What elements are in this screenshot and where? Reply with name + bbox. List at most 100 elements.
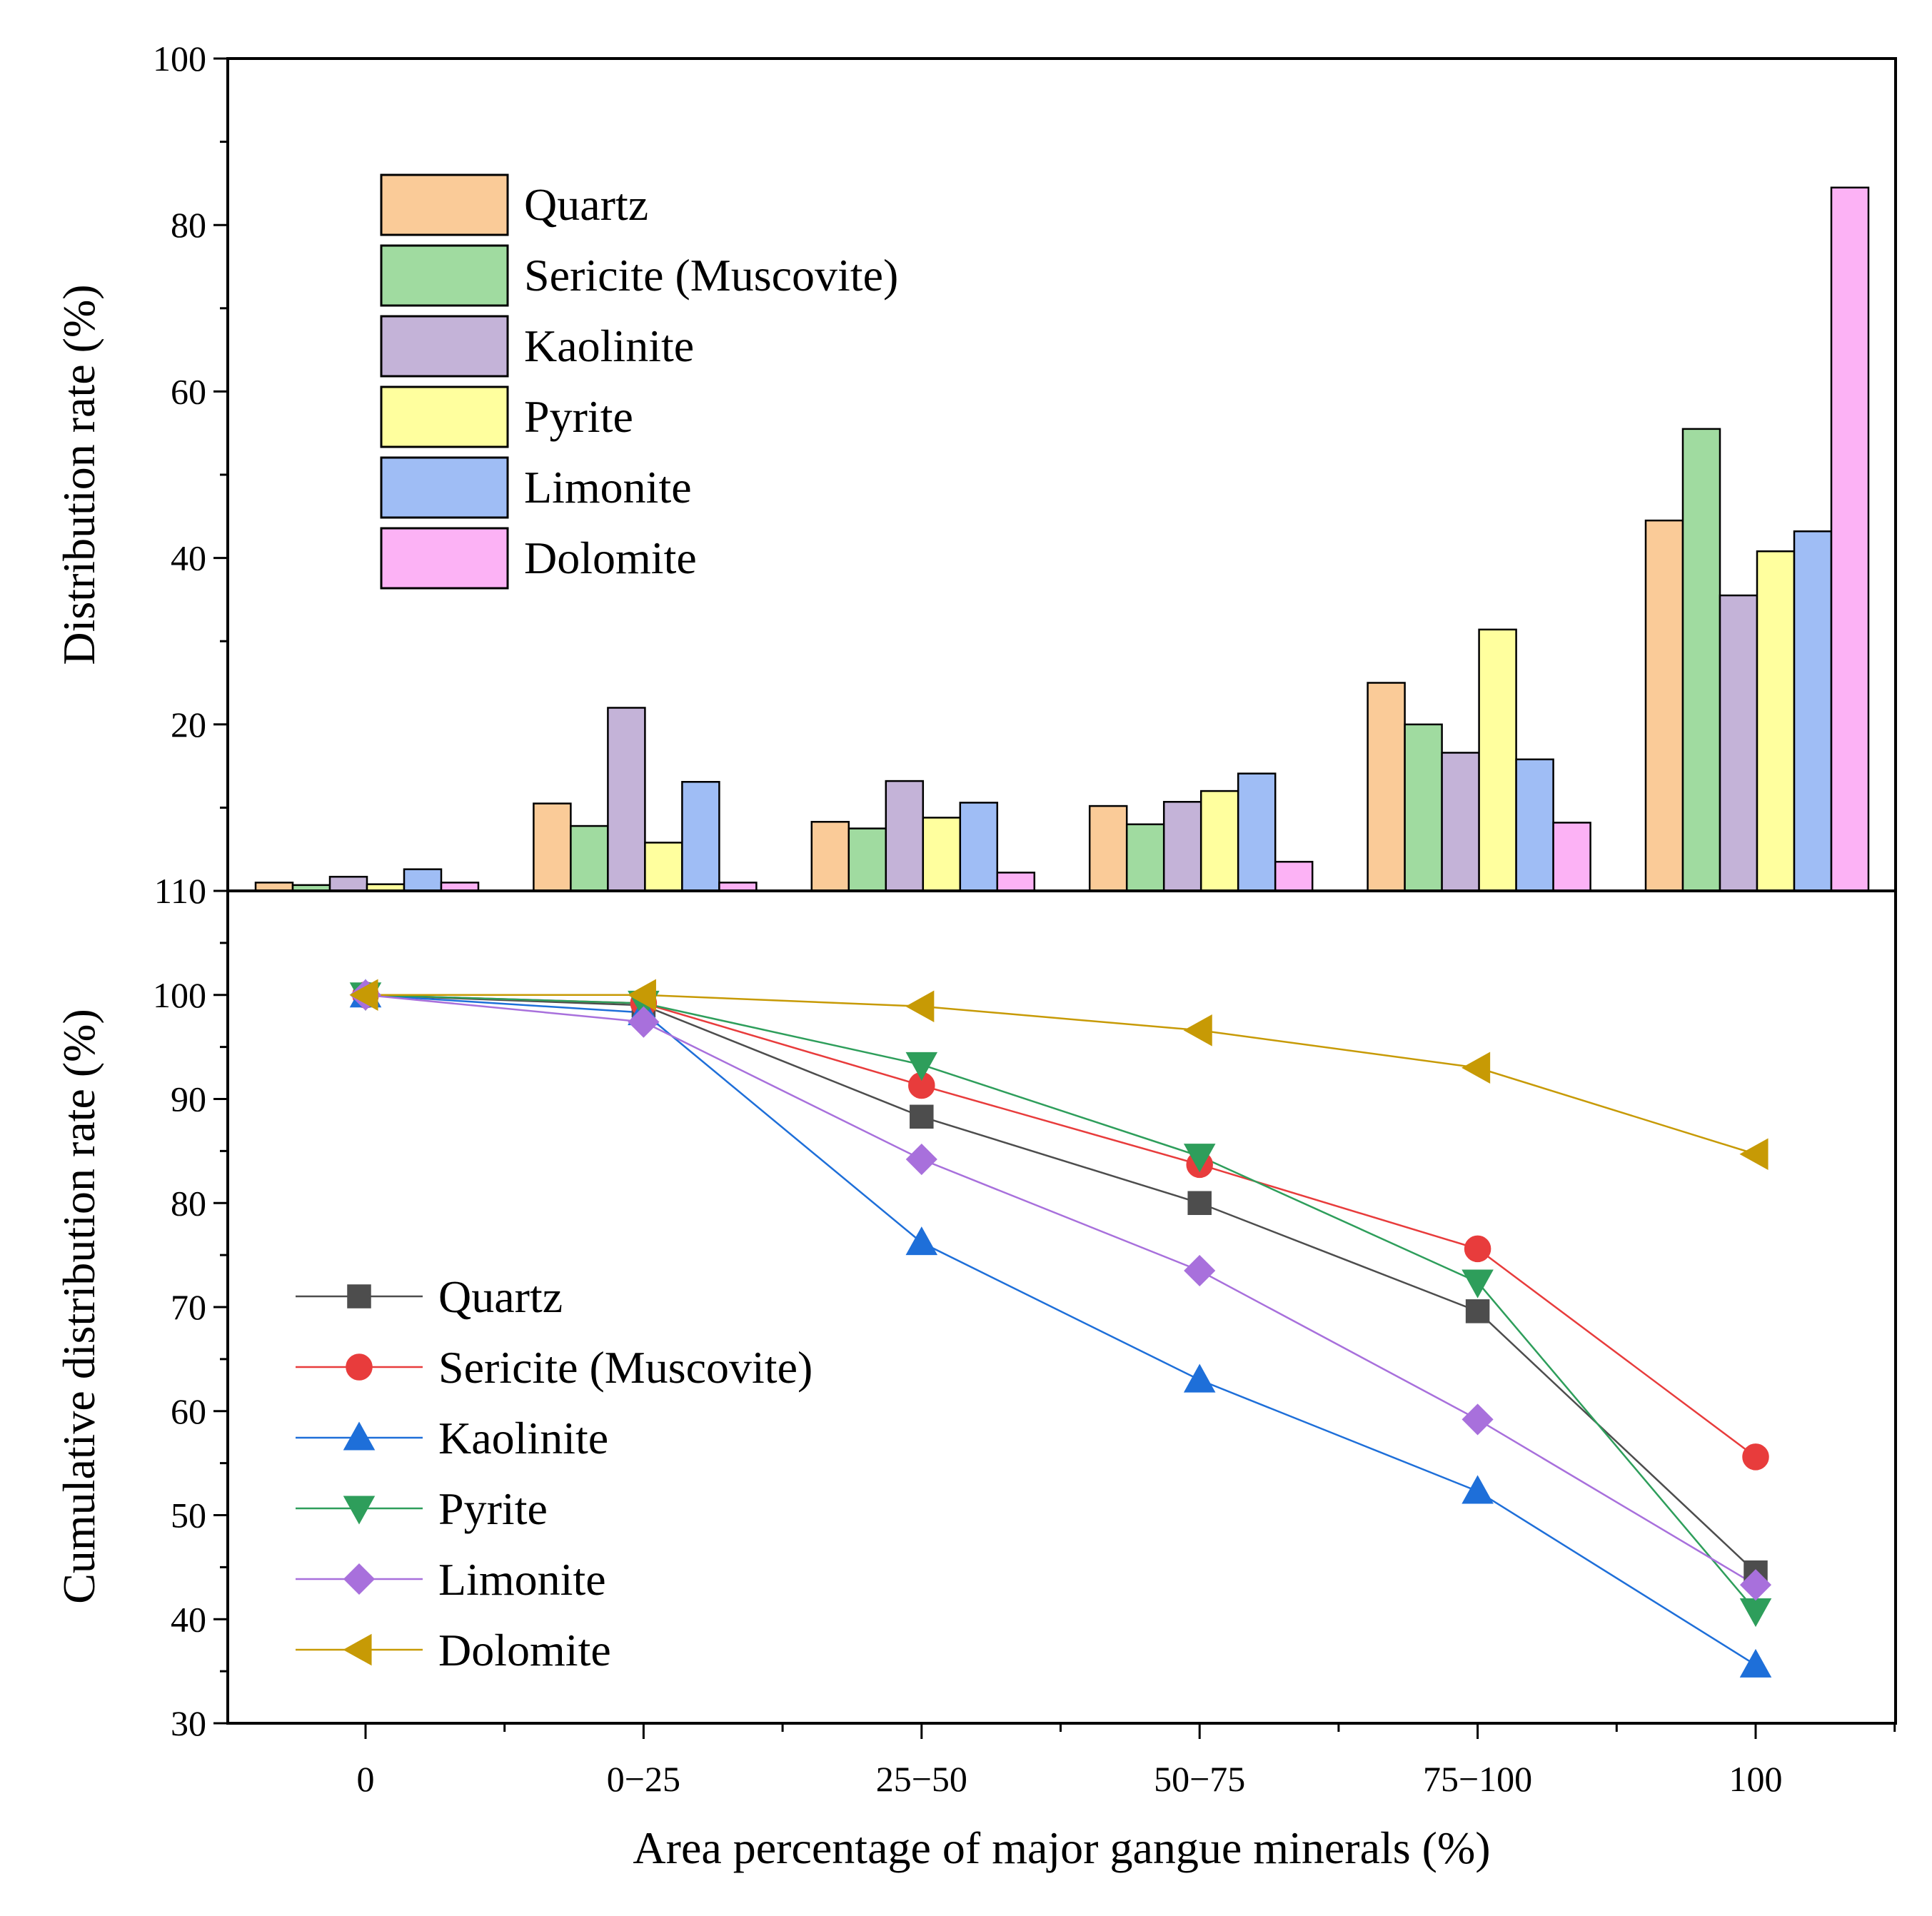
triangle-up-marker	[1739, 1648, 1772, 1678]
bar	[922, 817, 962, 892]
diamond-marker	[1739, 1569, 1772, 1601]
legend-label: Quartz	[524, 179, 648, 230]
bar	[1515, 758, 1554, 892]
bar	[1088, 805, 1128, 892]
triangle-up-marker	[343, 1421, 376, 1451]
series-line	[365, 994, 1756, 1666]
bar	[328, 875, 368, 892]
triangle-up-marker	[1183, 1363, 1216, 1393]
bar	[1719, 594, 1759, 892]
bottom-y-tick-label: 40	[171, 1599, 206, 1639]
bar	[570, 825, 609, 892]
bar	[681, 781, 720, 892]
triangle-up-marker	[1461, 1475, 1494, 1504]
series-line	[366, 994, 1756, 1155]
bottom-y-tick-label: 100	[153, 975, 206, 1015]
bar	[885, 780, 925, 892]
top-y-tick-label: 100	[153, 39, 206, 79]
bar	[1125, 823, 1165, 892]
bottom-y-tick-label: 50	[171, 1496, 206, 1536]
bar	[1441, 752, 1480, 892]
legend-label: Kaolinite	[524, 321, 694, 371]
legend-swatch	[380, 244, 509, 307]
bar	[607, 707, 646, 892]
top-y-tick-label: 20	[171, 705, 206, 745]
bar	[847, 827, 887, 892]
triangle-down-marker	[1183, 1144, 1216, 1173]
top-panel: 20 40 60 80 100	[153, 39, 1870, 892]
bar	[959, 802, 999, 892]
triangle-left-marker	[349, 979, 378, 1012]
bar	[1756, 550, 1796, 892]
triangle-left-marker	[627, 979, 656, 1012]
bar	[1199, 790, 1239, 892]
bar	[1404, 723, 1443, 892]
legend-label: Pyrite	[438, 1483, 548, 1534]
diamond-marker	[1184, 1254, 1216, 1287]
x-tick-label: 0−25	[607, 1759, 680, 1799]
diamond-marker	[1461, 1403, 1494, 1436]
square-marker	[1465, 1299, 1490, 1323]
diamond-marker	[343, 1563, 376, 1595]
diamond-marker	[905, 1143, 937, 1176]
legend-label: Dolomite	[438, 1625, 611, 1675]
triangle-left-marker	[905, 990, 935, 1023]
circle-marker	[1464, 1235, 1491, 1263]
triangle-down-marker	[905, 1052, 938, 1081]
square-marker	[910, 1104, 934, 1129]
legend-swatch	[380, 456, 509, 519]
legend-label: Quartz	[438, 1271, 563, 1322]
square-marker	[347, 1284, 371, 1309]
bottom-y-axis-label: Cumulative distribution rate (%)	[54, 1009, 104, 1604]
triangle-left-marker	[1739, 1138, 1769, 1171]
bar	[1274, 860, 1314, 892]
top-y-tick-label: 40	[171, 538, 206, 578]
bottom-y-tick-label: 90	[171, 1079, 206, 1119]
bottom-y-tick-label: 80	[171, 1183, 206, 1223]
legend-label: Sericite (Muscovite)	[524, 250, 898, 301]
bar	[1681, 428, 1721, 892]
x-tick-label: 75−100	[1423, 1759, 1532, 1799]
legend-swatch	[380, 173, 509, 236]
bottom-y-tick-label: 70	[171, 1287, 206, 1327]
bar	[644, 842, 683, 892]
x-tick-label: 50−75	[1154, 1759, 1245, 1799]
circle-marker	[346, 1353, 373, 1381]
bottom-panel: 30 40 50 60 70 80 90 100 110 0 0−25 25−50 50−75 75−10…	[153, 871, 1896, 1799]
bar	[1830, 186, 1870, 892]
top-legend: Quartz Sericite (Muscovite) Kaolinite Pyrit…	[380, 173, 898, 590]
legend-swatch	[380, 385, 509, 448]
bar	[1162, 800, 1202, 892]
series-line	[365, 994, 1756, 1573]
circle-marker	[1742, 1443, 1769, 1471]
bar	[403, 868, 443, 892]
axes-frame	[226, 57, 1897, 1725]
bar	[1552, 822, 1591, 892]
diamond-marker	[628, 1006, 660, 1038]
bottom-y-tick-label: 60	[171, 1391, 206, 1431]
bar	[1793, 530, 1833, 892]
legend-label: Kaolinite	[438, 1413, 608, 1463]
legend-swatch	[380, 315, 509, 378]
triangle-left-marker	[1183, 1014, 1212, 1047]
triangle-left-marker	[343, 1633, 372, 1666]
square-marker	[1187, 1191, 1212, 1215]
bar	[810, 820, 850, 892]
legend-label: Limonite	[438, 1554, 606, 1605]
bottom-legend: Quartz Sericite (Muscovite) Kaolinite Pyrit…	[296, 1271, 812, 1675]
bar	[1478, 628, 1517, 892]
bar	[533, 802, 572, 892]
series-line	[365, 994, 1756, 1612]
triangle-up-marker	[905, 1226, 938, 1256]
bar	[1367, 682, 1406, 892]
x-tick-label: 0	[357, 1759, 375, 1799]
legend-label: Dolomite	[524, 533, 697, 583]
top-y-tick-label: 80	[171, 205, 206, 245]
legend-label: Sericite (Muscovite)	[438, 1342, 812, 1393]
series-line	[365, 994, 1756, 1586]
bar	[1644, 519, 1684, 892]
x-tick-label: 25−50	[876, 1759, 967, 1799]
triangle-down-marker	[1739, 1598, 1772, 1628]
bottom-y-tick-label: 110	[154, 871, 206, 911]
